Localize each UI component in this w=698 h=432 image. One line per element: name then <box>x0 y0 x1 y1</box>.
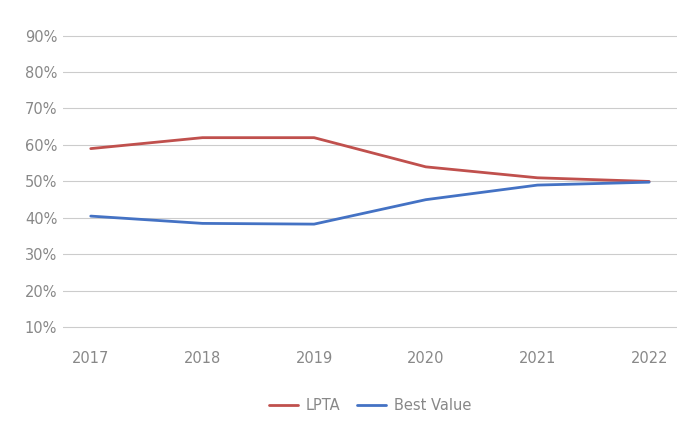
Legend: LPTA, Best Value: LPTA, Best Value <box>263 392 477 419</box>
Best Value <box>198 221 207 226</box>
Best Value <box>87 213 95 219</box>
Line: Best Value: Best Value <box>91 182 649 224</box>
Line: LPTA: LPTA <box>91 138 649 181</box>
LPTA <box>422 164 430 169</box>
LPTA <box>87 146 95 151</box>
LPTA <box>310 135 318 140</box>
Best Value <box>422 197 430 202</box>
LPTA <box>533 175 542 181</box>
LPTA <box>645 179 653 184</box>
LPTA <box>198 135 207 140</box>
Best Value <box>533 182 542 187</box>
Best Value <box>310 222 318 227</box>
Best Value <box>645 180 653 185</box>
